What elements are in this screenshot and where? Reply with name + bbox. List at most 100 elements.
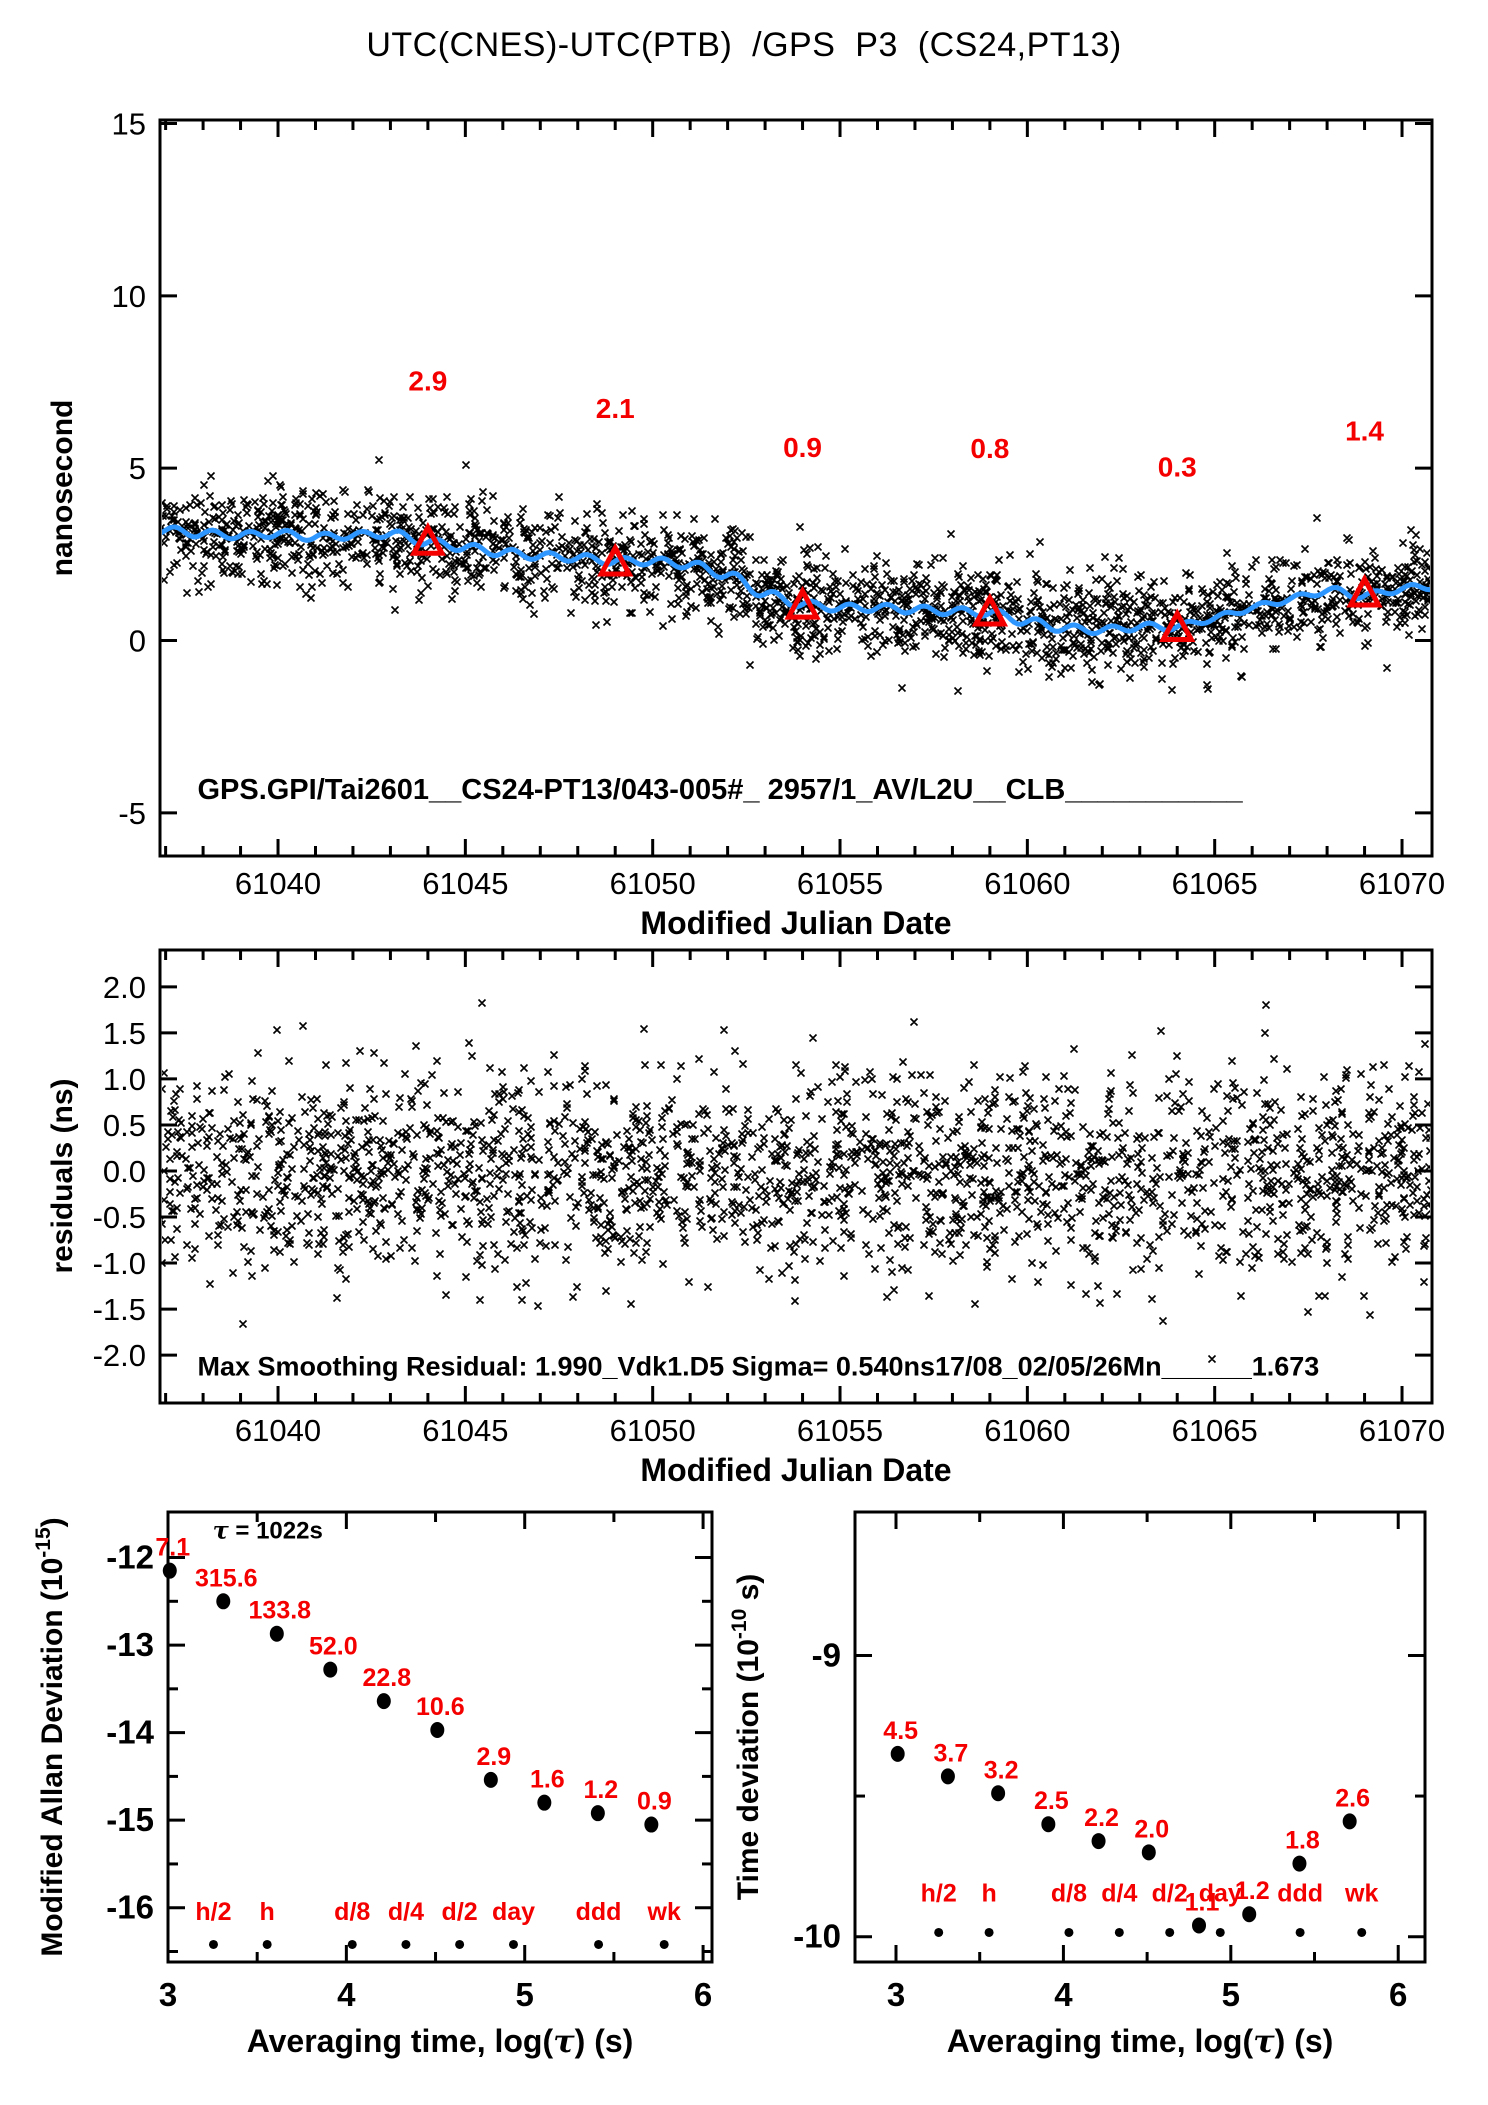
tau-annotation: τ = 1022s [213,1515,323,1544]
smoothing-triangle [971,592,1009,627]
tau-tag-dot [347,1939,357,1949]
data-point-label: 2.0 [1134,1815,1169,1843]
x-axis-title: Modified Julian Date [640,1452,951,1488]
x-tick-label: 61045 [422,866,508,901]
x-tick-label: 61040 [235,866,321,901]
page-title: UTC(CNES)-UTC(PTB) /GPS P3 (CS24,PT13) [366,26,1122,64]
tau-tag-dot [984,1927,994,1937]
y-tick-label: 0 [129,624,146,659]
y-tick-label: -0.5 [93,1200,146,1235]
residuals-annotation: Max Smoothing Residual: 1.990_Vdk1.D5 Si… [197,1351,1319,1381]
tau-tag-label: day [1199,1880,1242,1908]
data-point [537,1794,552,1811]
data-point [890,1745,905,1762]
tau-tag-label: wk [647,1898,681,1926]
tau-tag-dot [1114,1927,1124,1937]
tau-tag-dot [659,1939,669,1949]
y-tick-label: 10 [112,279,146,314]
tau-tag-label: h/2 [921,1880,957,1908]
triangle-value-label: 0.8 [970,433,1009,464]
smoothing-triangle [1159,608,1196,642]
x-tick-label: 61055 [797,1413,883,1448]
x-tick-label: 61060 [984,866,1070,901]
data-point-label: 0.9 [637,1788,672,1816]
y-tick-label: 0.5 [103,1108,146,1143]
y-tick-label: -15 [106,1801,154,1838]
mdev-frame [166,1510,714,1964]
y-tick-label: -1.5 [93,1292,146,1327]
x-tick-label: 3 [887,1976,905,2013]
y-tick-label: 2.0 [103,970,146,1005]
x-axis-title: Averaging time, log(τ) (s) [247,2022,634,2060]
x-tick-label: 61060 [984,1413,1070,1448]
smoothing-triangle [597,542,634,577]
tau-tag-dot [1295,1927,1305,1937]
tau-tag-dot [208,1939,218,1949]
tau-tag-label: h [981,1880,996,1908]
tau-tag-dot [1165,1927,1175,1937]
y-tick-label: -13 [106,1626,154,1663]
data-point [1242,1906,1257,1923]
tau-tag-dot [934,1927,944,1937]
tau-tag-label: ddd [1277,1880,1323,1908]
tau-tag-dot [594,1939,604,1949]
y-tick-label: -9 [812,1636,841,1673]
tau-tag-label: wk [1344,1880,1378,1908]
y-tick-label: 15 [112,106,146,141]
data-point-label: 10.6 [416,1693,465,1721]
mdev-ticks [166,1512,712,1962]
data-point [1192,1917,1207,1934]
x-tick-label: 61070 [1359,866,1445,901]
data-point [644,1816,659,1833]
x-tick-label: 5 [516,1976,534,2013]
data-point [1141,1844,1156,1861]
phase-frame [158,118,1434,858]
residuals-scatter-points [162,998,1430,1364]
data-point-label: 1.8 [1285,1827,1320,1855]
data-point-label: 1.2 [1235,1877,1270,1905]
data-point [216,1593,231,1610]
tau-tag-dot [401,1939,411,1949]
tau-tag-dot [455,1939,465,1949]
tau-tag-label: d/2 [1152,1880,1188,1908]
x-tick-label: 61055 [797,866,883,901]
x-tick-label: 61045 [422,1413,508,1448]
data-point-label: 22.8 [362,1664,411,1692]
y-tick-label: -10 [793,1918,841,1955]
tdev-ticks [855,1512,1425,1962]
y-axis-title: residuals (ns) [46,1078,79,1273]
data-point [376,1693,391,1710]
triangle-value-label: 2.1 [596,393,635,424]
y-tick-label: -14 [106,1714,154,1751]
tau-tag-label: d/4 [388,1898,424,1926]
y-axis-title: Time deviation (10-10 s) [728,1574,765,1901]
triangle-value-label: 0.9 [783,432,822,463]
triangle-value-label: 1.4 [1345,415,1384,446]
data-point-label: 3.7 [934,1739,969,1767]
triangle-value-label: 2.9 [408,365,447,396]
y-tick-label: -1.0 [93,1246,146,1281]
y-axis-title: Modified Allan Deviation (10-15) [32,1517,69,1956]
data-point-label: 2.9 [476,1743,511,1771]
x-tick-label: 4 [337,1976,356,2013]
x-axis-title: Modified Julian Date [640,905,951,941]
y-tick-label: -5 [118,796,146,831]
mdev-panel: 3 4 5 6 -12 -13 -14 -15 -16 Averaging time, log(τ… [32,1510,714,2060]
smoothing-triangle [409,522,447,556]
phase-panel: 61040 61045 61050 61055 61060 61065 61070 15 10 5… [46,106,1445,941]
phase-scatter-points [162,455,1430,696]
data-point-label: 1.2 [583,1776,618,1804]
x-tick-label: 5 [1222,1976,1240,2013]
x-tick-label: 61065 [1172,866,1258,901]
data-point [269,1625,284,1642]
y-tick-label: 0.0 [103,1154,146,1189]
y-axis-title: nanosecond [46,400,79,577]
data-point [483,1771,498,1788]
residuals-panel: 61040 61045 61050 61055 61060 61065 61070 2.0 1.… [46,948,1445,1488]
data-point-label: 52.0 [309,1633,358,1661]
x-tick-label: 4 [1054,1976,1073,2013]
data-point-label: 315.6 [195,1564,258,1592]
data-point-label: 2.5 [1034,1787,1069,1815]
data-point [991,1785,1006,1802]
